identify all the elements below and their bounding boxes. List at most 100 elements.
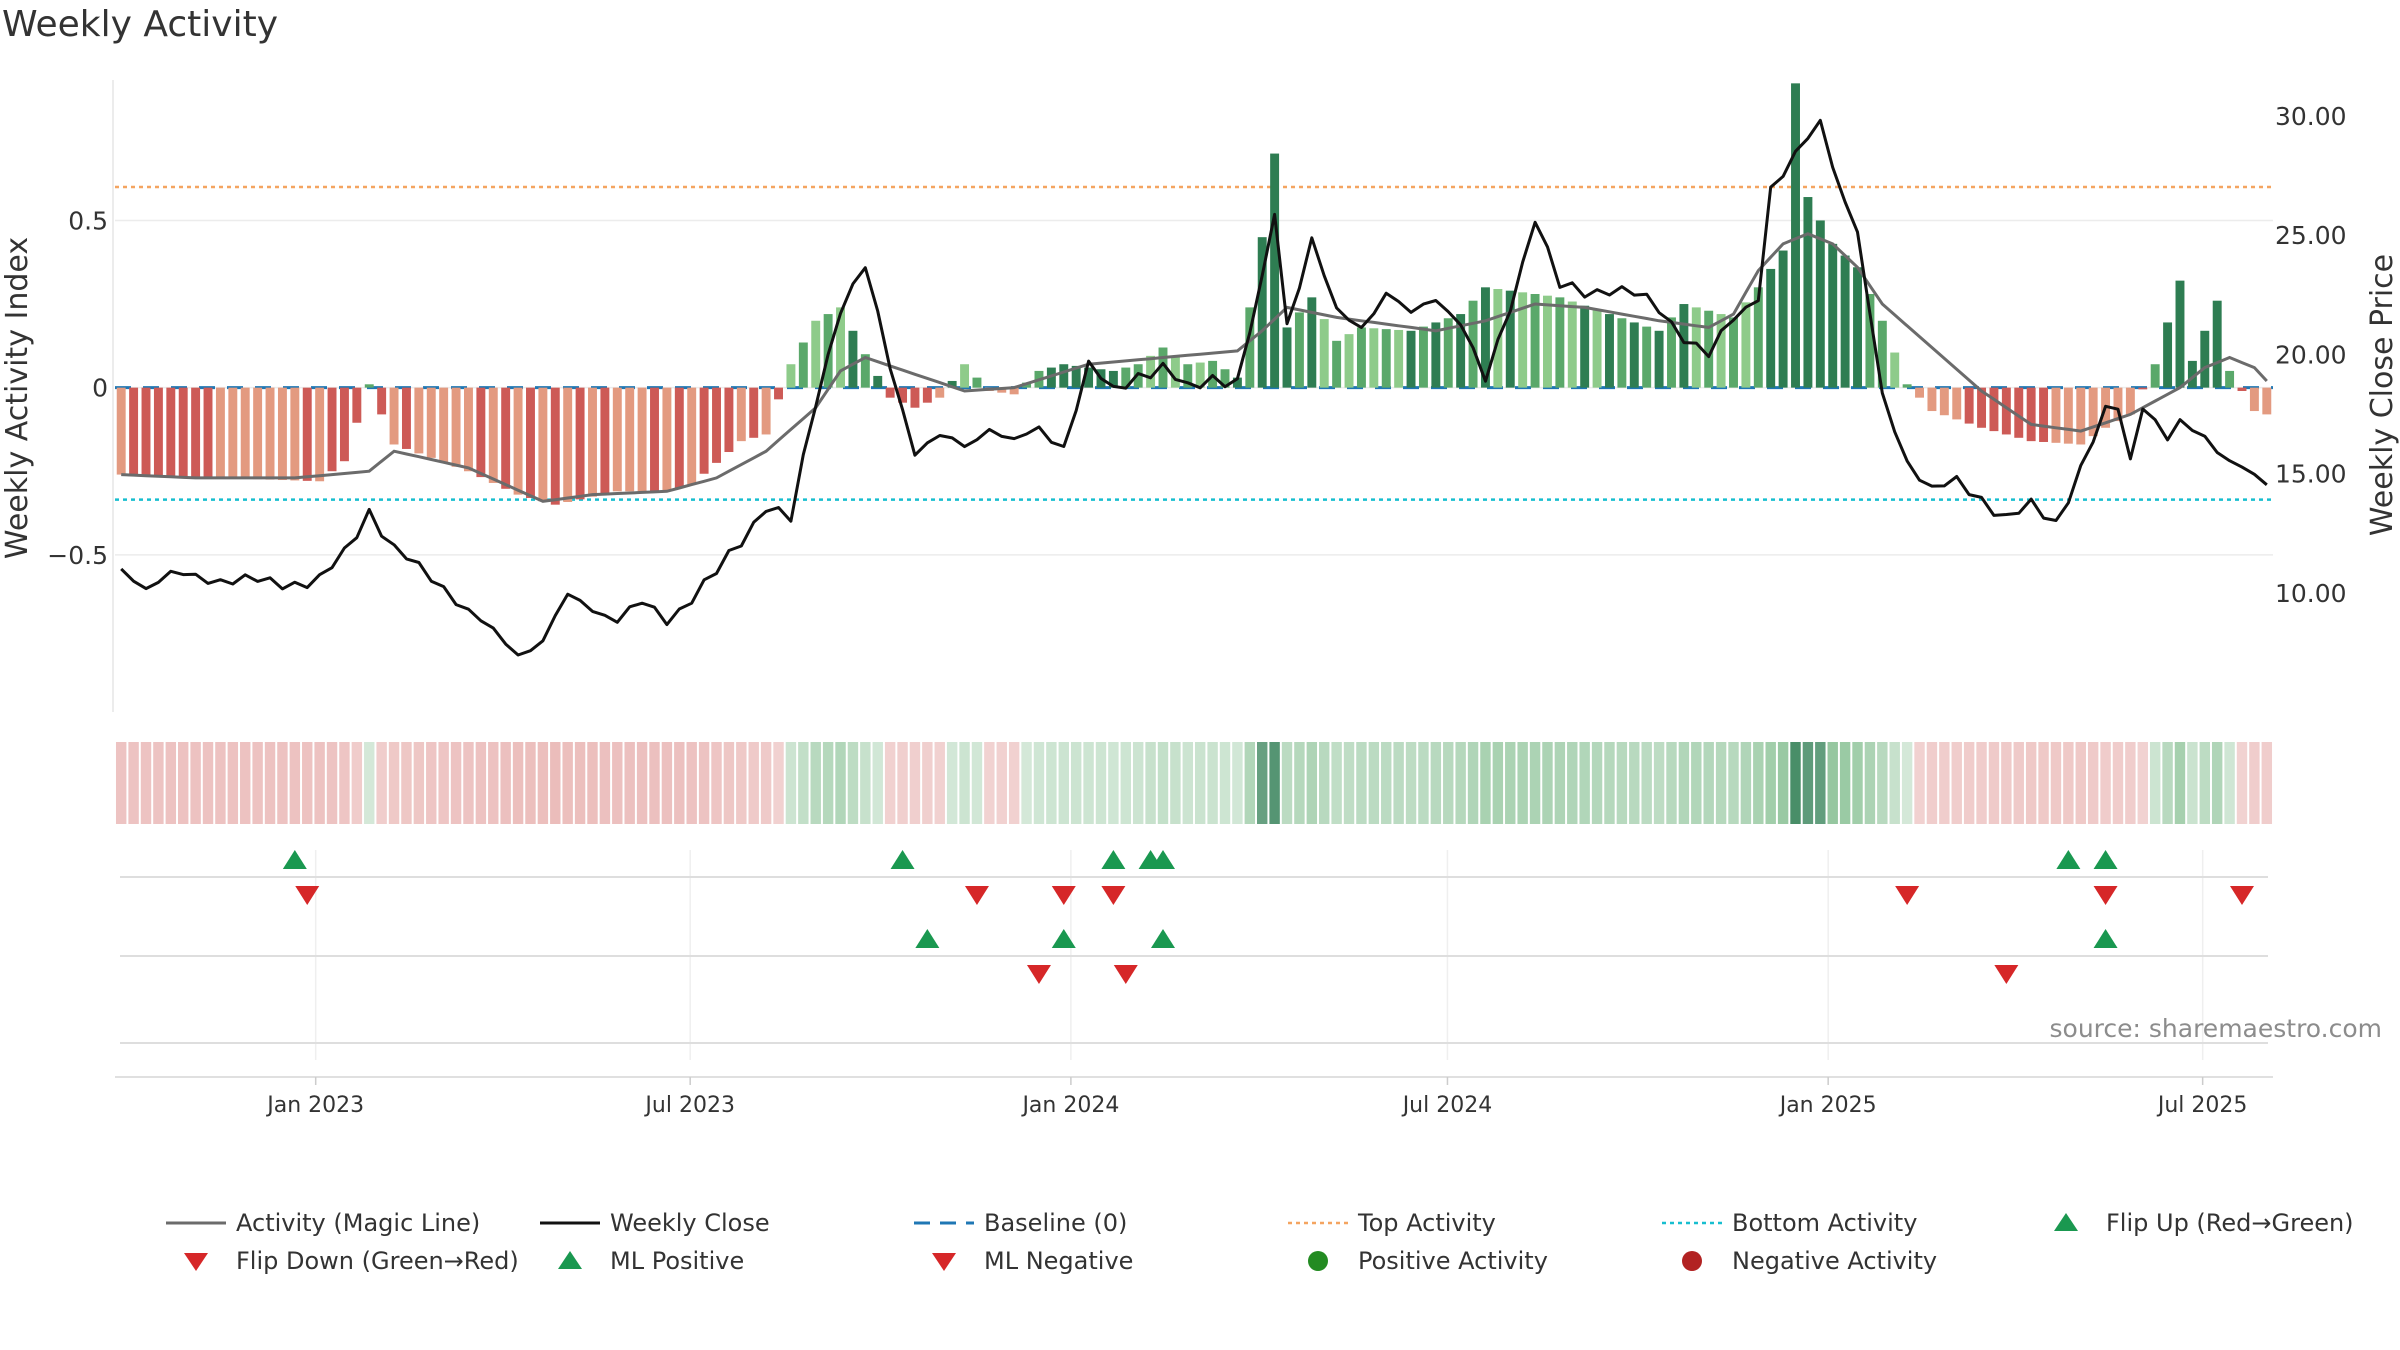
activity-bar [2262,387,2272,415]
legend-item-positive-activity[interactable]: Positive Activity [1286,1243,1548,1279]
heat-cell [1455,742,1466,824]
heat-cell [897,742,908,824]
legend-item-top-activity[interactable]: Top Activity [1286,1205,1496,1241]
legend-item-magic-line[interactable]: Activity (Magic Line) [164,1205,480,1241]
legend-item-weekly-close[interactable]: Weekly Close [538,1205,770,1241]
y-tick-label-right: 20.00 [2275,340,2347,369]
heat-cell [202,742,214,824]
source-note: source: sharemaestro.com [2049,1014,2383,1043]
heat-cell [1901,742,1913,824]
heat-cell [835,742,846,824]
activity-bar [860,354,870,388]
heat-cell [2063,742,2074,824]
activity-bar [1245,307,1255,388]
legend-item-ml-positive[interactable]: ML Positive [538,1243,744,1279]
heat-cell [723,742,735,824]
activity-bar [1270,153,1280,388]
activity-bar [1555,297,1565,388]
flip-up-marker [890,850,915,869]
heat-cell [550,742,561,824]
activity-bar [1890,352,1900,388]
heat-cell [1405,742,1417,824]
activity-bar [947,380,957,388]
heat-cell [1480,742,1491,824]
heat-cell [326,742,338,824]
x-tick-label: Jan 2024 [1020,1093,1119,1118]
heat-cell [115,742,127,824]
activity-bar [1046,367,1056,388]
heat-cell [2075,742,2086,824]
activity-bar [2001,387,2011,435]
activity-bar [1282,327,1292,388]
heat-cell [128,742,139,824]
activity-bar [1121,367,1131,388]
heat-cell [289,742,301,824]
dash-blue-icon [912,1205,976,1241]
heat-cell [1963,742,1975,824]
legend-item-negative-activity[interactable]: Negative Activity [1660,1243,1937,1279]
heat-cell [2224,742,2235,824]
ml-positive-marker [915,929,940,948]
heat-cell [2038,742,2049,824]
heat-cell [1616,742,1628,824]
activity-heat-band [115,742,2273,824]
heat-cell [165,742,177,824]
heat-cell [884,742,896,824]
activity-bar [848,330,858,388]
heat-cell [686,742,697,824]
heat-cell [1430,742,1442,824]
legend-item-baseline[interactable]: Baseline (0) [912,1205,1127,1241]
legend-label: Negative Activity [1732,1247,1938,1275]
heat-cell [1070,742,1082,824]
activity-bar [501,387,511,489]
flip-down-marker [1051,886,1076,905]
heat-cell [1926,742,1938,824]
heat-cell [190,742,201,824]
flip-down-marker [1101,886,1126,905]
activity-bar [1084,367,1094,388]
activity-bar [1183,364,1193,388]
activity-bar [166,387,176,477]
heat-cell [1666,742,1677,824]
activity-bar [1667,317,1676,388]
legend-item-flip-up[interactable]: Flip Up (Red→Green) [2034,1205,2354,1241]
activity-bar [513,387,523,495]
activity-bar [1443,318,1453,388]
activity-bar [377,387,387,415]
heat-cell [1554,742,1566,824]
legend: Activity (Magic Line) Weekly Close Basel… [0,1205,2400,1295]
activity-bar [972,377,982,388]
activity-bar [2150,364,2160,388]
dot-cyan-icon [1660,1205,1724,1241]
legend-item-bottom-activity[interactable]: Bottom Activity [1660,1205,1917,1241]
legend-label: ML Negative [984,1247,1134,1275]
activity-bar [2237,387,2247,391]
x-tick-label: Jul 2025 [2156,1093,2248,1118]
activity-bar [1369,328,1379,388]
activity-bar [798,342,808,388]
activity-bar [129,387,139,475]
activity-bar [277,387,287,481]
heat-cell [1542,742,1553,824]
heat-cell [401,742,412,824]
heat-cell [1529,742,1541,824]
activity-bar [910,387,920,408]
heat-cell [1046,742,1057,824]
heat-cell [847,742,859,824]
activity-bar [2249,387,2259,412]
activity-bar [1977,387,1987,428]
activity-bar [191,387,201,478]
heat-cell [748,742,759,824]
activity-bar [2200,330,2210,388]
heat-cell [2137,742,2148,824]
activity-bar [1307,297,1317,388]
heat-cell [537,742,549,824]
flip-down-marker [2093,886,2118,905]
heat-cell [1591,742,1603,824]
heat-cell [178,742,189,824]
activity-bar [1964,387,1974,424]
legend-item-flip-down[interactable]: Flip Down (Green→Red) [164,1243,519,1279]
activity-bar [2088,387,2098,437]
heat-cell [810,742,821,824]
legend-item-ml-negative[interactable]: ML Negative [912,1243,1133,1279]
